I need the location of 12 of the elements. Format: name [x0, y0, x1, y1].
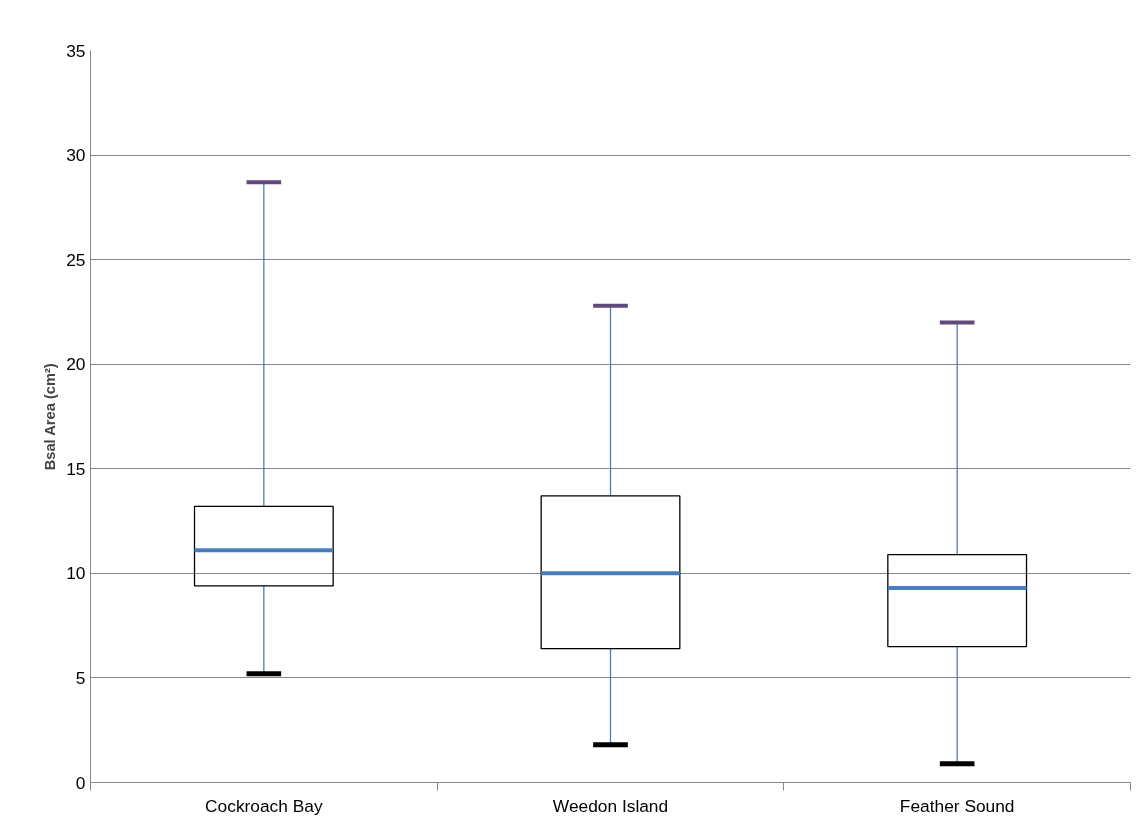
- y-tick-label: 5: [75, 667, 86, 688]
- y-axis-title: Bsal Area (cm²): [42, 363, 59, 471]
- y-tick-label: 20: [66, 354, 86, 375]
- x-tick-label: Weedon Island: [552, 795, 669, 816]
- x-tick-label: Cockroach Bay: [205, 795, 323, 816]
- y-tick-label: 35: [66, 40, 86, 61]
- y-tick-label: 15: [66, 458, 86, 479]
- y-tick-label: 0: [75, 772, 86, 793]
- y-tick-label: 25: [66, 249, 86, 270]
- y-tick-label: 30: [66, 145, 86, 166]
- y-tick-label: 10: [66, 563, 86, 584]
- x-tick-label: Feather Sound: [899, 795, 1015, 816]
